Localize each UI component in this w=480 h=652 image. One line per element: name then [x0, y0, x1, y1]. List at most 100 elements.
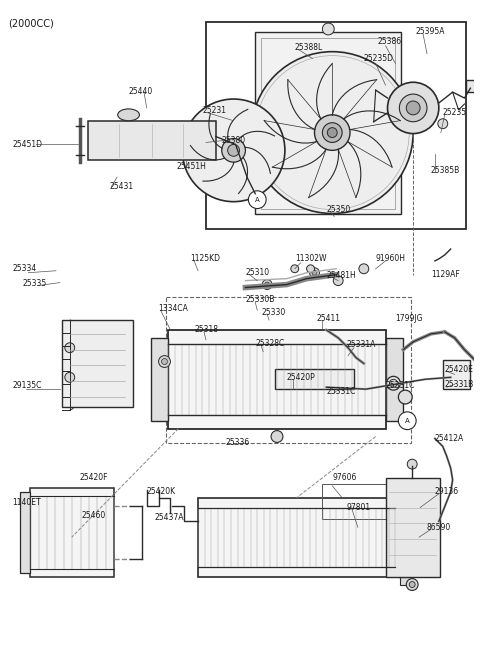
Circle shape [182, 99, 285, 201]
Text: 25328C: 25328C [255, 339, 285, 348]
Text: 25451H: 25451H [176, 162, 206, 171]
Text: 25481H: 25481H [326, 271, 356, 280]
Text: 1334CA: 1334CA [158, 304, 189, 313]
Text: 25318: 25318 [194, 325, 218, 334]
Text: 25420F: 25420F [80, 473, 108, 482]
Text: 25231: 25231 [202, 106, 226, 115]
Circle shape [387, 82, 439, 134]
Bar [62, 320, 133, 407]
Bar [261, 38, 396, 209]
Circle shape [407, 459, 417, 469]
Text: 25336: 25336 [226, 438, 250, 447]
Circle shape [310, 268, 319, 278]
Circle shape [327, 128, 337, 138]
Bar [323, 484, 389, 520]
Text: 25380: 25380 [222, 136, 246, 145]
Ellipse shape [118, 109, 139, 121]
Text: 25437A: 25437A [155, 513, 184, 522]
Text: 1129AF: 1129AF [431, 270, 460, 279]
Text: 11302W: 11302W [295, 254, 326, 263]
Text: 25412A: 25412A [435, 434, 464, 443]
Text: 97606: 97606 [332, 473, 357, 482]
Circle shape [359, 264, 369, 274]
Circle shape [264, 282, 270, 287]
Bar [467, 80, 480, 92]
Circle shape [291, 265, 299, 273]
Bar [21, 492, 30, 572]
Text: 25420K: 25420K [147, 487, 176, 496]
Text: 25388L: 25388L [295, 43, 323, 52]
Circle shape [398, 412, 416, 430]
Text: 25335: 25335 [23, 279, 47, 288]
Text: 25420P: 25420P [287, 373, 316, 382]
Text: 25431: 25431 [109, 183, 133, 192]
Text: 97801: 97801 [346, 503, 370, 512]
Text: 86590: 86590 [427, 523, 451, 532]
Text: A: A [405, 418, 409, 424]
Text: 25331C: 25331C [326, 387, 356, 396]
Text: 25395A: 25395A [415, 27, 444, 37]
Circle shape [312, 270, 317, 275]
Text: A: A [255, 197, 260, 203]
Circle shape [228, 145, 240, 156]
Text: (2000CC): (2000CC) [9, 18, 54, 28]
Circle shape [323, 123, 342, 142]
Bar [151, 338, 168, 421]
Circle shape [389, 379, 397, 387]
Bar [206, 22, 467, 230]
Bar [385, 338, 403, 421]
Text: 25235: 25235 [443, 108, 467, 117]
Text: 25310: 25310 [245, 268, 270, 277]
Text: 25334: 25334 [12, 264, 37, 273]
Circle shape [314, 115, 350, 151]
Bar [398, 497, 414, 576]
Text: 25440: 25440 [129, 87, 153, 96]
Circle shape [252, 52, 413, 213]
Text: 25451D: 25451D [12, 140, 43, 149]
Text: 1125KD: 1125KD [190, 254, 220, 263]
Text: 25460: 25460 [82, 511, 106, 520]
Circle shape [65, 372, 75, 382]
Circle shape [386, 376, 400, 390]
Bar [385, 478, 440, 576]
Circle shape [307, 265, 314, 273]
Circle shape [333, 276, 343, 286]
Bar [198, 497, 396, 576]
Circle shape [65, 343, 75, 353]
Circle shape [399, 94, 427, 122]
Text: 25331A: 25331A [346, 340, 375, 349]
Text: 25386: 25386 [378, 37, 402, 46]
Circle shape [271, 430, 283, 443]
Text: 1799JG: 1799JG [396, 314, 423, 323]
Text: 25330B: 25330B [245, 295, 275, 304]
Bar [30, 488, 114, 576]
Bar [400, 576, 412, 585]
Circle shape [438, 119, 448, 128]
Text: 25385B: 25385B [431, 166, 460, 175]
Text: 29135C: 29135C [12, 381, 42, 390]
Text: 25350: 25350 [326, 205, 350, 214]
Bar [275, 370, 354, 389]
Text: 25331B: 25331B [445, 379, 474, 389]
Circle shape [406, 578, 418, 591]
Text: 25235D: 25235D [364, 54, 394, 63]
Circle shape [162, 359, 168, 364]
Circle shape [409, 582, 415, 587]
Circle shape [323, 23, 334, 35]
Bar [167, 297, 411, 443]
Text: 1140ET: 1140ET [12, 498, 41, 507]
Bar [87, 121, 216, 160]
Text: 25331C: 25331C [385, 381, 415, 390]
Circle shape [222, 138, 245, 162]
Bar [168, 330, 385, 428]
Bar [255, 32, 401, 215]
Circle shape [158, 355, 170, 368]
Text: 25330: 25330 [261, 308, 286, 317]
Bar [443, 359, 470, 389]
Circle shape [248, 191, 266, 209]
Circle shape [398, 390, 412, 404]
Circle shape [406, 101, 420, 115]
Text: 91960H: 91960H [376, 254, 406, 263]
Text: 25420E: 25420E [445, 365, 474, 374]
Text: 29136: 29136 [435, 487, 459, 496]
